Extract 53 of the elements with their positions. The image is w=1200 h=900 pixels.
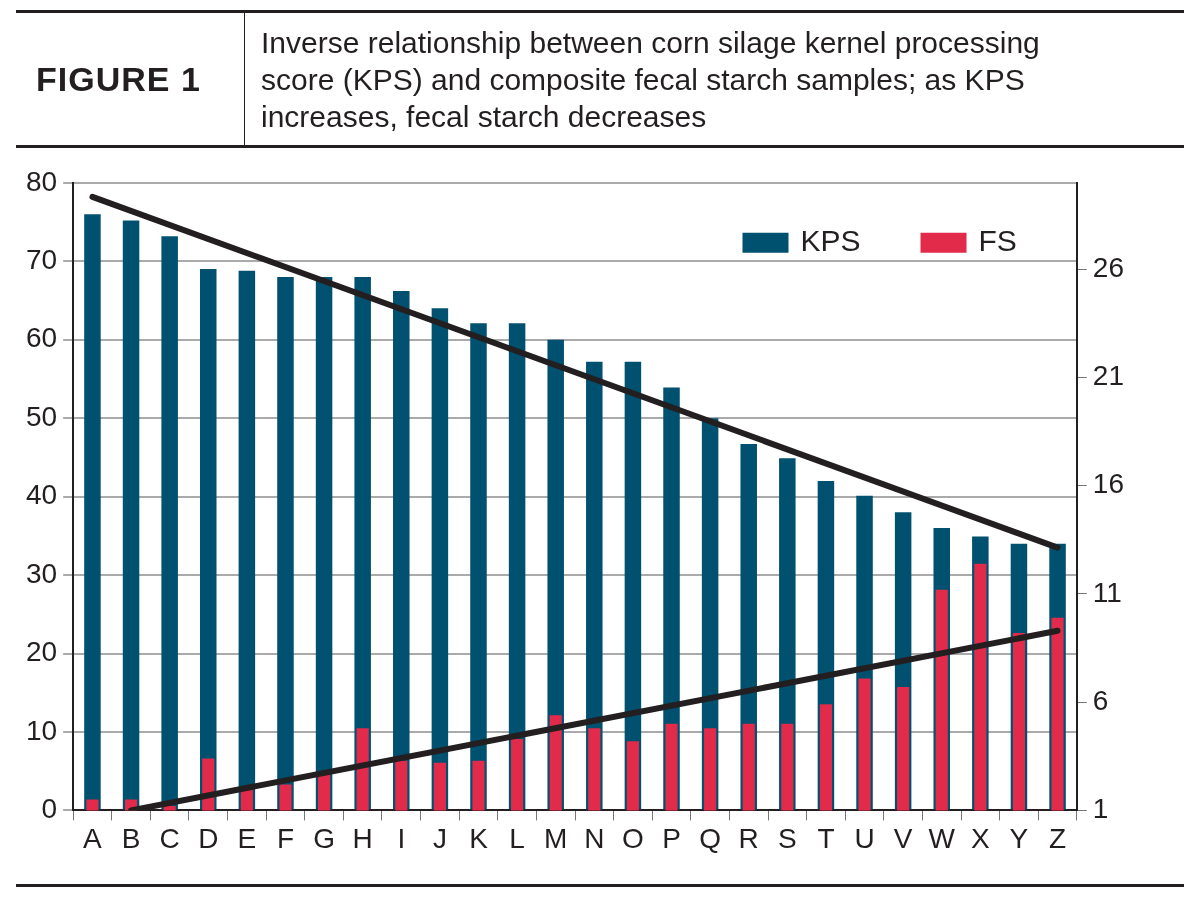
chart-subtitle: Inverse relationship between corn silage kernel processing score (KPS) and composite fecal starch samples; as KPS increases, fecal starch decreases	[260, 24, 1041, 135]
x-tick-label: H	[352, 822, 373, 854]
y-tick-label: 60	[25, 322, 58, 354]
y2-tick-label: 16	[1092, 468, 1125, 500]
x-tick-label: E	[237, 822, 257, 854]
legend-label: KPS	[800, 224, 861, 258]
x-tick-label: A	[83, 822, 103, 854]
bar	[315, 276, 333, 810]
x-tick-label: J	[432, 822, 447, 854]
y-tick-label: 30	[25, 557, 58, 589]
x-tick-label: C	[159, 822, 180, 854]
x-tick-label: M	[544, 822, 568, 854]
x-tick-label: F	[276, 822, 295, 854]
y2-tick-label: 1	[1092, 793, 1109, 825]
x-tick-label: O	[622, 822, 644, 854]
x-tick-label: S	[777, 822, 797, 854]
y-tick-label: 20	[25, 636, 58, 668]
bar	[161, 236, 178, 810]
bar	[393, 291, 410, 810]
y-tick-label: 70	[25, 243, 58, 275]
x-tick-label: V	[893, 822, 913, 854]
x-tick-label: T	[817, 822, 835, 854]
bar	[200, 269, 217, 810]
y2-tick-label: 21	[1092, 360, 1125, 392]
x-tick-label: W	[928, 822, 956, 854]
x-tick-label: Y	[1009, 822, 1029, 854]
y-tick-label: 0	[41, 793, 58, 825]
x-tick-label: X	[971, 822, 990, 854]
x-tick-label: P	[662, 822, 681, 854]
x-tick-label: D	[198, 822, 219, 854]
x-tick-label: N	[584, 822, 605, 854]
legend-label: FS	[978, 224, 1017, 258]
x-tick-label: Z	[1049, 822, 1067, 854]
bar	[122, 220, 140, 810]
x-tick-label: I	[397, 822, 406, 854]
chart-title: FIGURE 1	[35, 59, 202, 99]
y2-tick-label: 6	[1092, 684, 1109, 716]
bar	[238, 270, 256, 810]
bar	[84, 214, 101, 810]
x-tick-label: R	[738, 822, 759, 854]
y-tick-label: 10	[25, 714, 58, 746]
y-tick-label: 80	[25, 165, 58, 197]
x-tick-label: Q	[699, 822, 722, 854]
x-tick-label: U	[854, 822, 875, 854]
x-tick-label: K	[469, 822, 489, 854]
x-tick-label: L	[509, 822, 525, 854]
x-tick-label: B	[121, 822, 141, 854]
y-tick-label: 50	[25, 400, 58, 432]
y2-tick-label: 26	[1092, 252, 1125, 284]
x-tick-label: G	[313, 822, 335, 854]
bar	[277, 276, 294, 810]
y-tick-label: 40	[25, 479, 58, 511]
y2-tick-label: 11	[1092, 576, 1122, 608]
